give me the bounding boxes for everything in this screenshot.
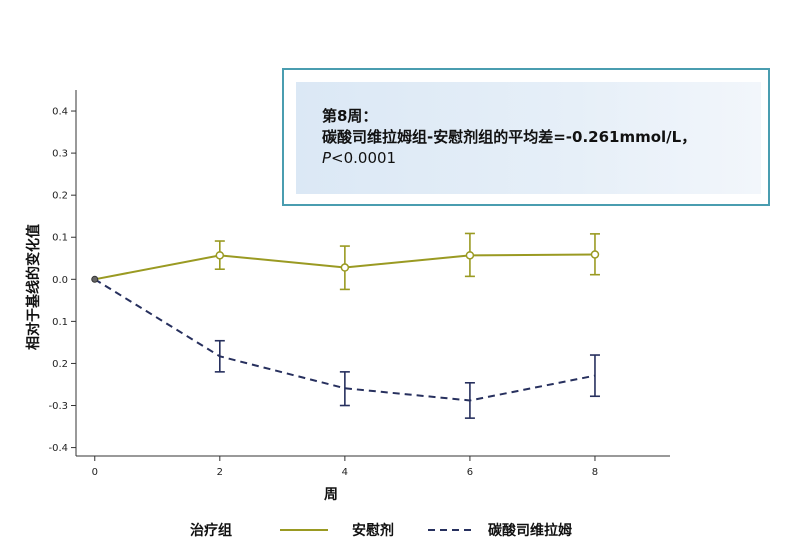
y-tick-label: -0.4 xyxy=(48,443,68,454)
x-ticks: 0 2 4 6 8 xyxy=(92,456,598,478)
annotation-title: 第8周： xyxy=(322,107,378,125)
x-axis-label: 周 xyxy=(324,487,338,503)
annotation-difference: 碳酸司维拉姆组-安慰剂组的平均差=-0.261mmol/L， xyxy=(322,128,697,146)
y-tick-label: 0.1 xyxy=(52,317,68,328)
p-symbol: P xyxy=(322,149,332,167)
y-ticks: 0.4 0.3 0.2 0.1 0.0 0.1 0.2 -0.3 -0.4 xyxy=(48,107,76,454)
y-tick-label: 0.3 xyxy=(52,149,68,160)
legend-swatch-sevelamer xyxy=(428,529,476,531)
y-tick-label: -0.3 xyxy=(48,401,68,412)
x-tick-label: 6 xyxy=(467,467,473,478)
data-point-placebo xyxy=(465,251,475,260)
legend-swatch-placebo xyxy=(280,529,328,531)
y-tick-label: 0.0 xyxy=(52,275,68,286)
legend-label-sevelamer: 碳酸司维拉姆 xyxy=(488,523,572,539)
x-tick-label: 8 xyxy=(592,467,598,478)
y-tick-label: 0.4 xyxy=(52,107,68,118)
annotation-panel: 第8周： 碳酸司维拉姆组-安慰剂组的平均差=-0.261mmol/L， P<0.… xyxy=(296,82,761,194)
x-tick-label: 4 xyxy=(342,467,348,478)
data-point-placebo xyxy=(340,263,350,272)
axes xyxy=(75,90,670,457)
y-tick-label: 0.2 xyxy=(52,359,68,370)
p-value-text: <0.0001 xyxy=(331,149,397,167)
x-tick-label: 0 xyxy=(92,467,98,478)
y-tick-label: 0.1 xyxy=(52,233,68,244)
legend-title: 治疗组 xyxy=(190,523,232,539)
origin-point xyxy=(91,275,99,283)
y-axis-label: 相对于基线的变化值 xyxy=(25,224,42,350)
x-tick-label: 2 xyxy=(217,467,223,478)
legend-label-placebo: 安慰剂 xyxy=(352,523,394,539)
y-tick-label: 0.2 xyxy=(52,191,68,202)
data-point-placebo xyxy=(215,251,225,260)
series-line-sevelamer xyxy=(94,278,596,402)
series-layer xyxy=(91,232,600,419)
annotation-p-value: P<0.0001 xyxy=(322,148,747,169)
data-point-placebo xyxy=(590,250,600,259)
legend: 治疗组 安慰剂 碳酸司维拉姆 xyxy=(0,515,805,545)
annotation-box: 第8周： 碳酸司维拉姆组-安慰剂组的平均差=-0.261mmol/L， P<0.… xyxy=(282,68,770,206)
